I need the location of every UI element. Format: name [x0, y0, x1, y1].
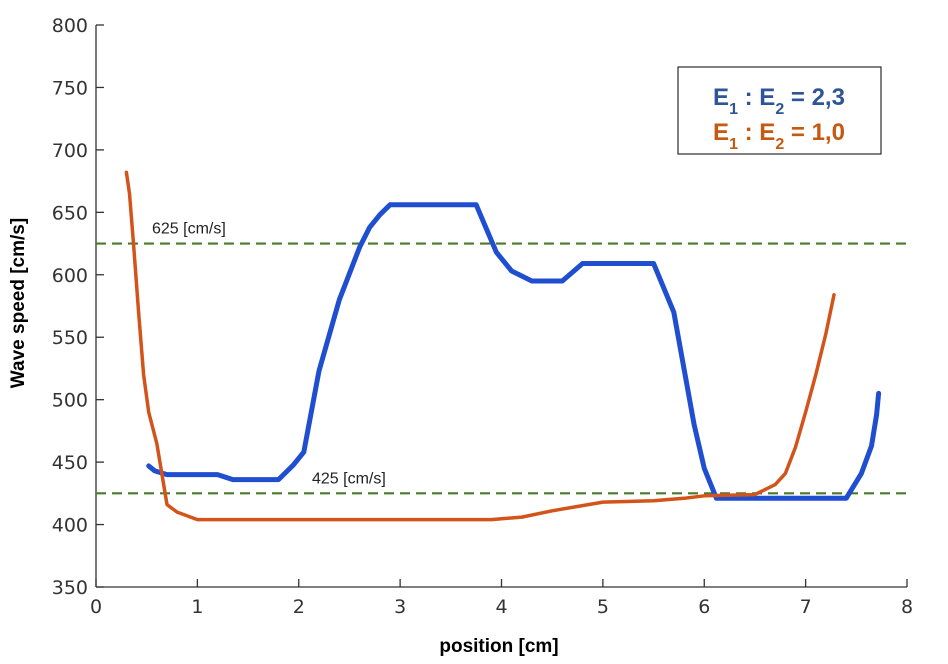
series-line [146, 202, 882, 501]
legend-text-part: 1 [729, 101, 738, 118]
y-tick-label: 650 [52, 202, 88, 224]
x-tick-label: 8 [901, 596, 913, 618]
y-tick-label: 450 [52, 452, 88, 474]
legend-text-part: 2 [775, 136, 784, 153]
x-tick-label: 6 [698, 596, 710, 618]
legend-text-part: E [713, 84, 729, 111]
legend-text-part: 2 [775, 101, 784, 118]
reference-line-label: 425 [cm/s] [312, 470, 386, 487]
x-tick-label: 2 [293, 596, 305, 618]
legend: E1 : E2 = 2,3E1 : E2 = 1,0 [677, 66, 882, 155]
legend-box [677, 66, 882, 155]
legend-text-part: : E [738, 84, 775, 111]
legend-text-part: : E [738, 119, 775, 146]
legend-text-part: = 1,0 [784, 119, 845, 146]
y-tick-label: 750 [52, 77, 88, 99]
x-tick-label: 7 [800, 596, 812, 618]
reference-lines: 625 [cm/s] 425 [cm/s] [96, 221, 907, 495]
y-tick-label: 700 [52, 140, 88, 162]
data-series [124, 170, 882, 522]
y-tick-label: 500 [52, 390, 88, 412]
x-axis-label: position [cm] [439, 636, 558, 657]
x-tick-label: 5 [597, 596, 609, 618]
y-axis-label: Wave speed [cm/s] [8, 218, 29, 388]
x-tick-label: 1 [191, 596, 203, 618]
legend-text-part: E [713, 119, 729, 146]
x-tick-label: 0 [90, 596, 102, 618]
x-tick-label: 4 [495, 596, 507, 618]
y-tick-label: 800 [52, 15, 88, 37]
y-tick-label: 550 [52, 327, 88, 349]
y-tick-label: 400 [52, 515, 88, 537]
legend-entry: E1 : E2 = 2,3 [713, 84, 845, 118]
legend-entry: E1 : E2 = 1,0 [713, 119, 845, 153]
legend-text-part: 1 [729, 136, 738, 153]
y-tick-label: 350 [52, 577, 88, 599]
axis-ticks: 0 1 2 3 4 5 6 7 8 350 400 450 500 550 600 650 700 750 800 [52, 15, 913, 618]
x-tick-label: 3 [394, 596, 406, 618]
series-line [124, 170, 836, 522]
reference-line-label: 625 [cm/s] [152, 221, 226, 238]
y-tick-label: 600 [52, 265, 88, 287]
legend-text-part: = 2,3 [784, 84, 845, 111]
